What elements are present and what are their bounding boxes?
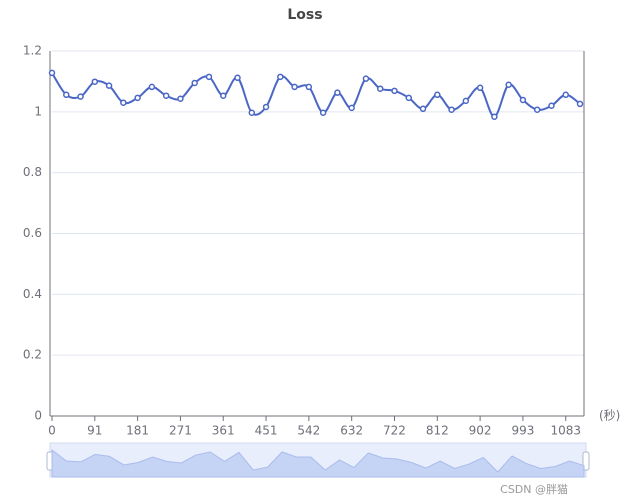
point — [248, 109, 256, 116]
x-tick-label: 451 — [255, 424, 278, 438]
point — [334, 89, 341, 96]
y-tick-label: 1 — [34, 104, 42, 118]
point — [405, 94, 413, 102]
x-tick-label: 632 — [340, 424, 363, 438]
point — [448, 106, 455, 113]
point — [191, 79, 198, 87]
point — [434, 91, 441, 99]
point — [505, 81, 512, 89]
watermark: CSDN @胖猫 — [500, 483, 568, 496]
x-tick-label: 993 — [511, 424, 534, 438]
point — [120, 99, 127, 106]
x-tick-label: 542 — [297, 424, 320, 438]
x-tick-label: 722 — [383, 424, 406, 438]
point — [63, 91, 70, 99]
x-tick-label: 91 — [87, 424, 102, 438]
y-tick-label: 0.2 — [23, 348, 42, 362]
point — [519, 96, 527, 104]
point — [91, 78, 99, 85]
y-tick-label: 1.2 — [23, 44, 42, 58]
line — [51, 72, 581, 118]
x-tick-label: 361 — [212, 424, 235, 438]
y-tick-label: 0.6 — [23, 226, 42, 240]
point — [134, 94, 141, 102]
point — [533, 106, 541, 113]
point — [319, 109, 327, 116]
point — [562, 91, 569, 99]
x-tick-label: 902 — [469, 424, 492, 438]
x-tick-label: 1083 — [550, 424, 581, 438]
point — [148, 83, 156, 91]
point — [262, 103, 270, 111]
zoom-shadow — [51, 448, 585, 478]
point — [462, 97, 470, 105]
chart-title: Loss — [287, 7, 322, 23]
point — [491, 113, 498, 120]
point — [219, 92, 227, 99]
x-tick-label: 0 — [48, 424, 56, 438]
x-tick-label: 812 — [426, 424, 449, 438]
point — [177, 95, 184, 103]
point — [576, 100, 584, 108]
y-tick-label: 0 — [34, 409, 42, 423]
y-tick-label: 0.4 — [23, 287, 42, 301]
point — [205, 73, 213, 81]
x-tick-label: 271 — [169, 424, 192, 438]
point — [291, 83, 298, 91]
point — [77, 93, 84, 100]
point — [476, 84, 484, 92]
point — [391, 87, 398, 95]
point — [234, 74, 241, 82]
point — [419, 105, 427, 113]
point — [162, 92, 170, 99]
point — [277, 73, 284, 81]
point — [376, 85, 384, 92]
point — [548, 102, 555, 109]
y-tick-label: 0.8 — [23, 165, 42, 179]
point — [362, 75, 370, 82]
point — [48, 69, 56, 77]
x-tick-label: 181 — [126, 424, 149, 438]
point — [348, 104, 355, 112]
point — [105, 82, 113, 89]
point — [305, 83, 313, 91]
x-axis-label: (秒) — [599, 409, 620, 423]
